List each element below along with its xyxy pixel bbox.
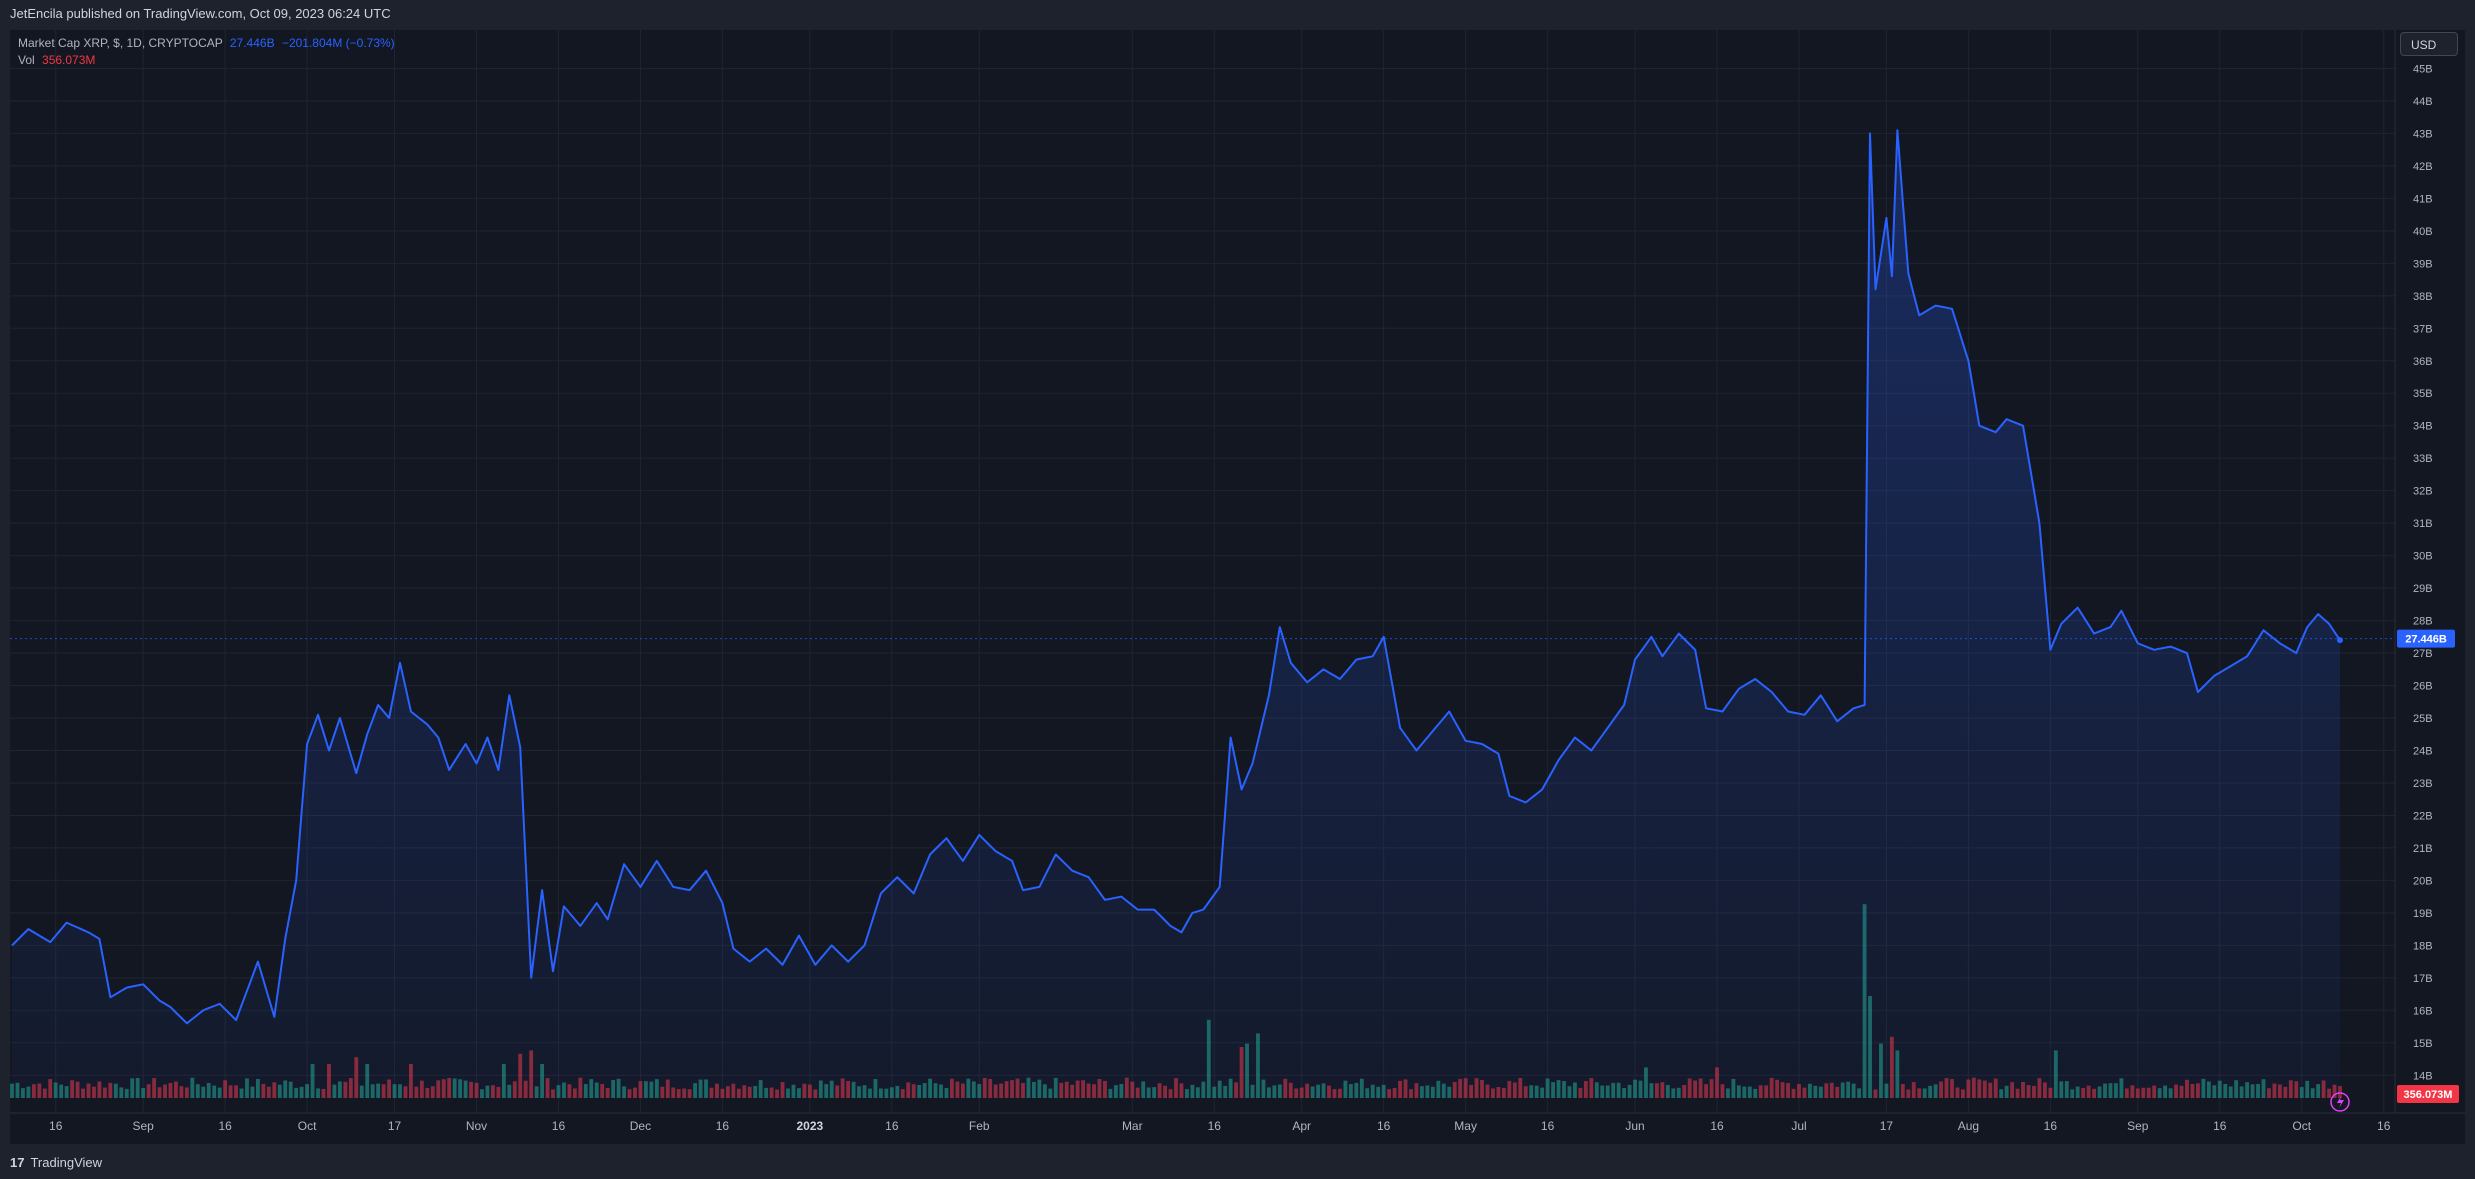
y-tick-label: 31B	[2413, 518, 2433, 530]
legend-last-value: 27.446B	[229, 36, 275, 50]
y-tick-label: 23B	[2413, 778, 2433, 790]
lightning-icon	[2330, 1092, 2350, 1112]
x-tick-label: 16	[1377, 1119, 1391, 1133]
last-value-dot	[2337, 637, 2343, 644]
y-tick-label: 36B	[2413, 356, 2433, 368]
y-tick-label: 34B	[2413, 421, 2433, 433]
y-tick-label: 16B	[2413, 1005, 2433, 1017]
y-tick-label: 15B	[2413, 1038, 2433, 1050]
x-tick-label: 17	[388, 1119, 402, 1133]
last-value-tag	[2397, 629, 2455, 648]
y-tick-label: 20B	[2413, 875, 2433, 887]
y-tick-label: 18B	[2413, 940, 2433, 952]
x-tick-label: Sep	[132, 1119, 154, 1133]
time-axis[interactable]: 16 Sep 16 Oct 17 Nov 16 Dec 16 2023 16 Feb Mar 16 Apr 1…	[10, 1112, 2465, 1133]
price-axis[interactable]: 14B 15B 16B 17B 18B 19B 20B 21B 22B 23B 24B 25B 26B 2…	[2394, 30, 2465, 1144]
tradingview-logo[interactable]: 17 TradingView	[10, 1155, 102, 1170]
y-tick-label: 40B	[2413, 226, 2433, 238]
y-tick-label: 38B	[2413, 291, 2433, 303]
legend-volume-value: 356.073M	[42, 53, 96, 67]
y-tick-label: 39B	[2413, 258, 2433, 270]
y-tick-label: 27B	[2413, 648, 2433, 660]
x-tick-label: Sep	[2127, 1119, 2149, 1133]
y-tick-label: 14B	[2413, 1070, 2433, 1082]
currency-button[interactable]: USD	[2400, 32, 2458, 56]
price-area-fill	[12, 130, 2340, 1098]
publish-info: JetEncila published on TradingView.com, …	[10, 6, 391, 21]
last-value-label: 27.446B	[2405, 634, 2447, 646]
volume-last-tag	[2397, 1085, 2459, 1103]
x-tick-label: Oct	[2292, 1119, 2311, 1133]
y-tick-label: 28B	[2413, 616, 2433, 628]
chart-pane[interactable]: 14B 15B 16B 17B 18B 19B 20B 21B 22B 23B 24B 25B 26B 2…	[10, 30, 2465, 1144]
y-tick-label: 25B	[2413, 713, 2433, 725]
price-axis-panel	[2395, 30, 2465, 1144]
x-tick-label: 16	[2377, 1119, 2391, 1133]
x-tick-label: Nov	[466, 1119, 487, 1133]
y-tick-label: 41B	[2413, 193, 2433, 205]
x-tick-label: Oct	[298, 1119, 317, 1133]
y-tick-label: 26B	[2413, 681, 2433, 693]
y-tick-label: 22B	[2413, 810, 2433, 822]
chart-svg[interactable]: 14B15B16B17B18B19B20B21B22B23B24B25B26B2…	[10, 30, 2465, 1144]
price-area	[11, 129, 2341, 1098]
last-value-markers: 27.446B 356.073M	[10, 629, 2459, 1112]
x-tick-label: 16	[1710, 1119, 1724, 1133]
legend-change: −201.804M (−0.73%)	[281, 36, 395, 50]
volume-last-label: 356.073M	[2404, 1089, 2453, 1101]
y-tick-label: 30B	[2413, 551, 2433, 563]
tradingview-brand: TradingView	[30, 1155, 103, 1170]
x-tick-label: May	[1454, 1119, 1477, 1133]
x-tick-label: Feb	[969, 1119, 990, 1133]
y-tick-label: 45B	[2413, 63, 2433, 75]
y-tick-label: 17B	[2413, 973, 2433, 985]
x-tick-label: 16	[552, 1119, 566, 1133]
x-tick-label: 16	[2213, 1119, 2227, 1133]
legend-volume-label[interactable]: Vol	[18, 53, 35, 67]
footer: 17 TradingView	[0, 1146, 2475, 1179]
y-tick-label: 33B	[2413, 453, 2433, 465]
x-tick-label: Jul	[1791, 1119, 1806, 1133]
legend-symbol[interactable]: Market Cap XRP, $, 1D, CRYPTOCAP	[18, 36, 223, 50]
x-tick-label: 16	[2044, 1119, 2058, 1133]
y-tick-label: 19B	[2413, 908, 2433, 920]
x-tick-label: 16	[218, 1119, 232, 1133]
x-tick-label: 2023	[797, 1119, 824, 1133]
tradingview-logo-icon: 17	[10, 1155, 25, 1170]
x-tick-label: Apr	[1292, 1119, 1311, 1133]
x-tick-label: Jun	[1625, 1119, 1644, 1133]
x-tick-label: 16	[49, 1119, 63, 1133]
x-tick-label: 16	[885, 1119, 899, 1133]
x-tick-label: Aug	[1958, 1119, 1979, 1133]
y-tick-label: 32B	[2413, 486, 2433, 498]
y-tick-label: 35B	[2413, 388, 2433, 400]
y-tick-label: 24B	[2413, 745, 2433, 757]
y-tick-label: 44B	[2413, 96, 2433, 108]
chart-legend: Market Cap XRP, $, 1D, CRYPTOCAP 27.446B…	[18, 35, 395, 69]
y-tick-label: 37B	[2413, 323, 2433, 335]
x-tick-label: 16	[1541, 1119, 1555, 1133]
x-tick-label: 17	[1880, 1119, 1894, 1133]
price-line	[11, 129, 2341, 1025]
y-tick-label: 42B	[2413, 161, 2433, 173]
y-tick-label: 21B	[2413, 843, 2433, 855]
x-tick-label: 16	[1208, 1119, 1222, 1133]
x-tick-label: Dec	[630, 1119, 651, 1133]
y-tick-label: 29B	[2413, 583, 2433, 595]
y-tick-label: 43B	[2413, 128, 2433, 140]
lightning-icon-bolt	[2337, 1096, 2344, 1108]
x-tick-label: 16	[716, 1119, 730, 1133]
publish-header: JetEncila published on TradingView.com, …	[0, 0, 2475, 28]
x-tick-label: Mar	[1122, 1119, 1143, 1133]
